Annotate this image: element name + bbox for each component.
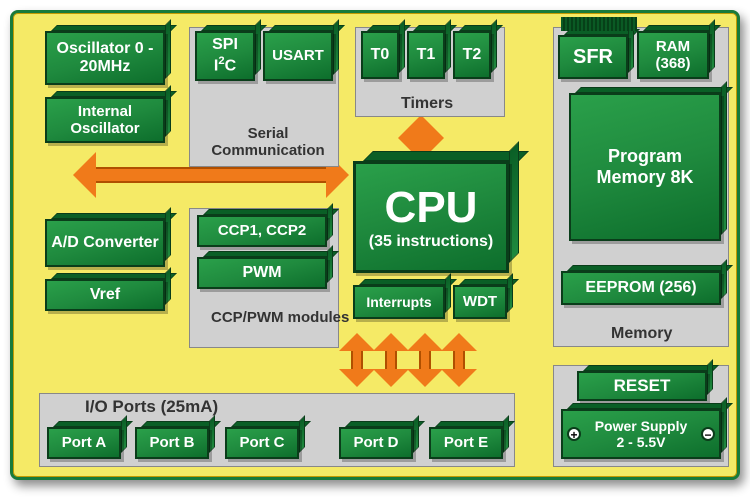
arrow-io1 bbox=[350, 333, 364, 387]
chip-ccp12: CCP1, CCP2 bbox=[197, 215, 327, 247]
chip-reset: RESET bbox=[577, 371, 707, 401]
chip-usart: USART bbox=[263, 31, 333, 81]
arrow-io3 bbox=[418, 333, 432, 387]
chip-portC: Port C bbox=[225, 427, 299, 459]
chip-cpu: CPU(35 instructions) bbox=[353, 161, 509, 273]
chip-portE: Port E bbox=[429, 427, 503, 459]
arrow-io4 bbox=[452, 333, 466, 387]
chip-vref: Vref bbox=[45, 279, 165, 311]
cpu-title: CPU bbox=[385, 183, 478, 234]
chip-spi: SPII2C bbox=[195, 31, 255, 81]
cpu-subtitle: (35 instructions) bbox=[369, 233, 493, 251]
chip-intosc: Internal Oscillator bbox=[45, 97, 165, 143]
chip-pwm: PWM bbox=[197, 257, 327, 289]
chip-osc: Oscillator 0 - 20MHz bbox=[45, 31, 165, 85]
region-label-io: I/O Ports (25mA) bbox=[85, 397, 218, 417]
chip-intr: Interrupts bbox=[353, 285, 445, 319]
mcu-block-diagram: Serial Communication Timers CCP/PWM module… bbox=[10, 10, 740, 480]
chip-portA: Port A bbox=[47, 427, 121, 459]
chip-adc: A/D Converter bbox=[45, 219, 165, 267]
chip-portB: Port B bbox=[135, 427, 209, 459]
chip-portD: Port D bbox=[339, 427, 413, 459]
arrow-io2 bbox=[384, 333, 398, 387]
chip-eeprom: EEPROM (256) bbox=[561, 271, 721, 305]
region-label-ccp: CCP/PWM modules bbox=[211, 309, 349, 326]
chip-wdt: WDT bbox=[453, 285, 507, 319]
sfr-ridges bbox=[561, 17, 637, 31]
chip-ram: RAM (368) bbox=[637, 31, 709, 79]
chip-t0: T0 bbox=[361, 31, 399, 79]
chip-prog: Program Memory 8K bbox=[569, 93, 721, 241]
region-label-serial: Serial Communication bbox=[197, 125, 339, 159]
arrow-hbus bbox=[73, 166, 349, 184]
chip-sfr: SFR bbox=[558, 35, 628, 79]
chip-psupply: Power Supply2 - 5.5V bbox=[561, 409, 721, 459]
region-label-mem: Memory bbox=[611, 325, 672, 343]
chip-t1: T1 bbox=[407, 31, 445, 79]
chip-t2: T2 bbox=[453, 31, 491, 79]
region-label-timers: Timers bbox=[401, 95, 453, 113]
